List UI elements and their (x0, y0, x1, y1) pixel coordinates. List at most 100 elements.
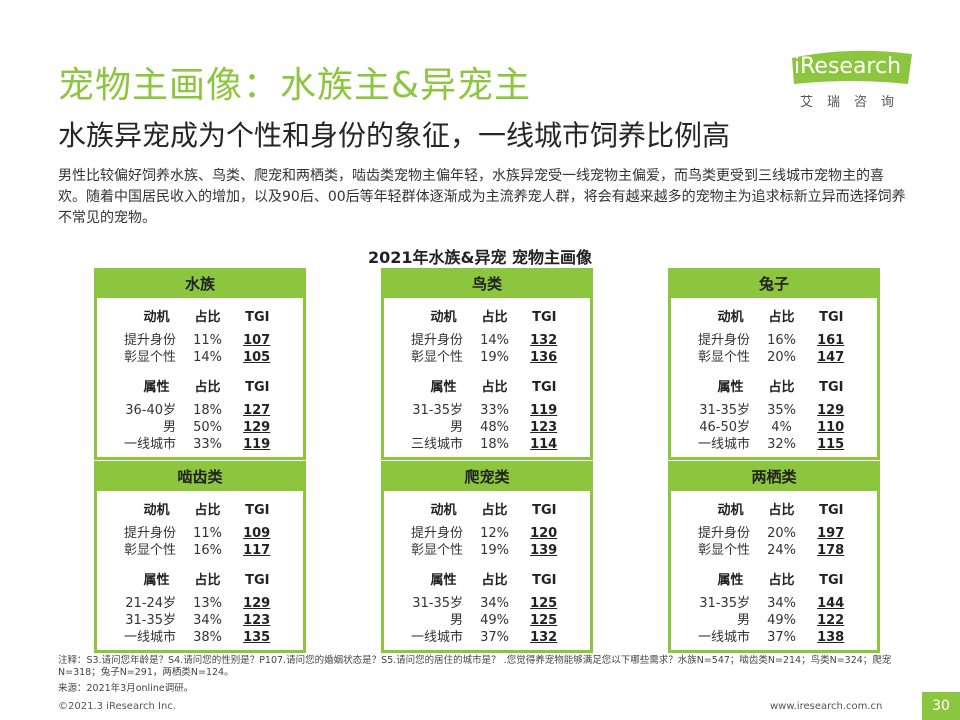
row-label: 一线城市 (698, 630, 751, 645)
table-row: 提升身份 12% 120 (384, 525, 590, 542)
table-row: 一线城市 38% 135 (97, 629, 303, 646)
row-share: 38% (193, 630, 222, 645)
profile-card: 爬宠类 动机 占比 TGI 提升身份 12% 120 彰显个性 19% 139 属性 占比 TGI 31-… (381, 461, 593, 653)
row-share: 33% (193, 437, 222, 452)
row-tgi: 125 (530, 596, 558, 611)
page-subtitle: 水族异宠成为个性和身份的象征，一线城市饲养比例高 (58, 119, 731, 152)
row-label: 31-35岁 (412, 403, 464, 418)
row-share: 18% (480, 437, 509, 452)
column-header: 占比 (768, 379, 795, 395)
column-header: TGI (532, 502, 557, 518)
row-label: 提升身份 (411, 526, 464, 541)
column-header: 属性 (717, 572, 744, 588)
card-title: 爬宠类 (384, 464, 590, 491)
table-row: 31-35岁 34% 144 (671, 595, 877, 612)
table-row: 提升身份 11% 107 (97, 332, 303, 349)
column-header: 占比 (768, 572, 795, 588)
table-row: 彰显个性 24% 178 (671, 542, 877, 559)
row-label: 提升身份 (698, 526, 751, 541)
row-tgi: 125 (530, 613, 558, 628)
table-row: 彰显个性 14% 105 (97, 349, 303, 366)
column-header: 属性 (430, 379, 457, 395)
row-share: 14% (193, 350, 222, 365)
logo-text: iResearch (794, 54, 902, 79)
row-tgi: 144 (817, 596, 845, 611)
row-label: 一线城市 (124, 630, 177, 645)
row-tgi: 122 (817, 613, 845, 628)
table-row: 46-50岁 4% 110 (671, 419, 877, 436)
column-header: 动机 (143, 309, 170, 325)
website-url: www.iresearch.com.cn (770, 701, 883, 712)
row-label: 彰显个性 (411, 350, 464, 365)
profile-card: 啮齿类 动机 占比 TGI 提升身份 11% 109 彰显个性 16% 117 属性 占比 TGI 21-… (94, 461, 306, 653)
table-row: 一线城市 37% 132 (384, 629, 590, 646)
row-tgi: 132 (530, 630, 558, 645)
row-share: 11% (193, 526, 222, 541)
column-header: TGI (245, 572, 270, 588)
row-label: 一线城市 (124, 437, 177, 452)
row-label: 彰显个性 (124, 543, 177, 558)
row-share: 12% (480, 526, 509, 541)
table-row: 31-35岁 33% 119 (384, 402, 590, 419)
column-header: 占比 (194, 379, 221, 395)
table-row: 31-35岁 35% 129 (671, 402, 877, 419)
row-tgi: 129 (243, 420, 271, 435)
row-tgi: 110 (817, 420, 845, 435)
column-header: TGI (819, 572, 844, 588)
row-tgi: 119 (530, 403, 558, 418)
table-row: 彰显个性 19% 136 (384, 349, 590, 366)
row-label: 彰显个性 (124, 350, 177, 365)
row-tgi: 132 (530, 333, 558, 348)
row-share: 37% (480, 630, 509, 645)
row-share: 33% (480, 403, 509, 418)
row-label: 提升身份 (124, 526, 177, 541)
column-header: TGI (819, 309, 844, 325)
card-title: 水族 (97, 271, 303, 298)
row-tgi: 117 (243, 543, 271, 558)
row-share: 16% (193, 543, 222, 558)
table-row: 提升身份 16% 161 (671, 332, 877, 349)
row-share: 11% (193, 333, 222, 348)
column-header: 动机 (430, 502, 457, 518)
column-header: 属性 (717, 379, 744, 395)
row-label: 46-50岁 (699, 420, 751, 435)
row-tgi: 129 (243, 596, 271, 611)
logo-cn-text: 艾瑞咨询 (800, 95, 909, 110)
table-row: 一线城市 37% 138 (671, 629, 877, 646)
table-row: 彰显个性 16% 117 (97, 542, 303, 559)
row-share: 20% (767, 526, 796, 541)
table-row: 男 49% 125 (384, 612, 590, 629)
column-header: 占比 (194, 572, 221, 588)
row-tgi: 161 (817, 333, 845, 348)
table-row: 36-40岁 18% 127 (97, 402, 303, 419)
row-label: 36-40岁 (125, 403, 177, 418)
row-share: 19% (480, 350, 509, 365)
row-share: 34% (480, 596, 509, 611)
row-label: 31-35岁 (699, 596, 751, 611)
row-label: 男 (163, 420, 177, 435)
iresearch-logo: iResearch 艾瑞咨询 (790, 50, 920, 110)
table-row: 提升身份 14% 132 (384, 332, 590, 349)
row-share: 37% (767, 630, 796, 645)
row-tgi: 109 (243, 526, 271, 541)
column-header: 占比 (481, 309, 508, 325)
profile-card: 水族 动机 占比 TGI 提升身份 11% 107 彰显个性 14% 105 属性 占比 TGI 36-4… (94, 268, 306, 460)
row-share: 16% (767, 333, 796, 348)
row-label: 31-35岁 (412, 596, 464, 611)
row-label: 彰显个性 (411, 543, 464, 558)
row-label: 提升身份 (698, 333, 751, 348)
page-title: 宠物主画像：水族主&异宠主 (58, 65, 532, 106)
logo-swoosh-icon (792, 50, 912, 84)
column-header: 动机 (717, 502, 744, 518)
table-row: 一线城市 32% 115 (671, 436, 877, 453)
table-row: 男 49% 122 (671, 612, 877, 629)
row-tgi: 127 (243, 403, 271, 418)
row-share: 32% (767, 437, 796, 452)
row-label: 男 (450, 613, 464, 628)
row-tgi: 138 (817, 630, 845, 645)
column-header: 占比 (481, 572, 508, 588)
table-row: 提升身份 11% 109 (97, 525, 303, 542)
table-row: 提升身份 20% 197 (671, 525, 877, 542)
column-header: 属性 (143, 379, 170, 395)
column-header: 占比 (768, 502, 795, 518)
